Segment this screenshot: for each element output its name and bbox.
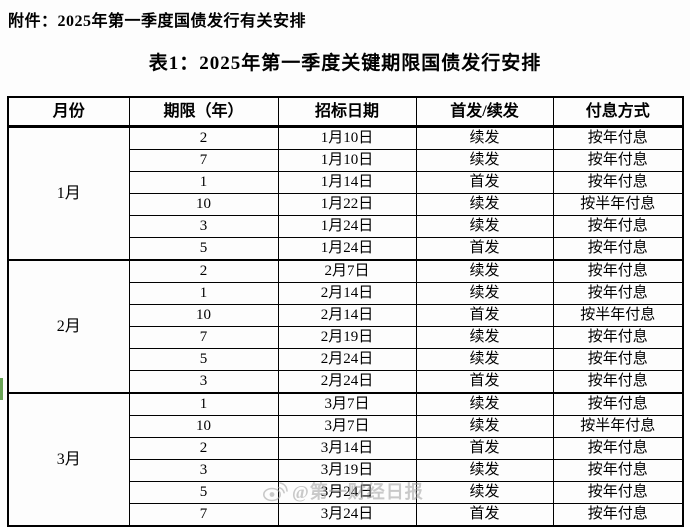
- table-row: 3 1月24日 续发 按年付息: [8, 215, 684, 238]
- header-month: 月份: [7, 96, 130, 128]
- tender-date-cell: 3月24日: [277, 503, 417, 527]
- green-selection-artifact: [0, 378, 3, 400]
- tender-date-cell: 2月14日: [277, 282, 417, 305]
- header-tender-date: 招标日期: [277, 96, 417, 128]
- tender-date-cell: 3月14日: [277, 437, 417, 460]
- tender-date-cell: 3月7日: [277, 392, 417, 416]
- payment-method-cell: 按年付息: [552, 125, 684, 150]
- payment-method-cell: 按年付息: [552, 370, 684, 394]
- term-cell: 5: [128, 481, 279, 504]
- term-cell: 5: [128, 237, 279, 261]
- tender-date-cell: 3月24日: [277, 481, 417, 504]
- issue-type-cell: 首发: [415, 503, 554, 527]
- payment-method-cell: 按年付息: [552, 437, 684, 460]
- issue-type-cell: 续发: [415, 415, 554, 438]
- table-row: 3月 1 3月7日 续发 按年付息: [7, 392, 684, 527]
- table-row: 5 3月24日 续发 按年付息: [8, 481, 684, 504]
- issue-type-cell: 续发: [415, 259, 554, 283]
- header-payment-method: 付息方式: [552, 96, 684, 128]
- term-cell: 3: [128, 370, 279, 394]
- payment-method-cell: 按年付息: [552, 481, 684, 504]
- table-row: 3 2月24日 首发 按年付息: [8, 370, 684, 394]
- payment-method-cell: 按年付息: [552, 171, 684, 194]
- issue-type-cell: 续发: [415, 392, 554, 416]
- term-cell: 3: [128, 215, 279, 238]
- tender-date-cell: 1月10日: [277, 149, 417, 172]
- table-row: 1 2月14日 续发 按年付息: [8, 282, 684, 305]
- issue-type-cell: 续发: [415, 348, 554, 371]
- issue-type-cell: 续发: [415, 193, 554, 216]
- tender-date-cell: 1月22日: [277, 193, 417, 216]
- table-row: 1月 2 1月10日 续发 按年付息: [7, 125, 684, 261]
- tender-date-cell: 1月24日: [277, 237, 417, 261]
- issue-type-cell: 首发: [415, 171, 554, 194]
- table-row: 5 2月24日 续发 按年付息: [8, 348, 684, 371]
- payment-method-cell: 按半年付息: [552, 193, 684, 216]
- payment-method-cell: 按年付息: [552, 348, 684, 371]
- payment-method-cell: 按年付息: [552, 503, 684, 527]
- term-cell: 2: [128, 125, 279, 150]
- tender-date-cell: 2月19日: [277, 326, 417, 349]
- table-row: 1 1月14日 首发 按年付息: [8, 171, 684, 194]
- payment-method-cell: 按年付息: [552, 259, 684, 283]
- issue-type-cell: 首发: [415, 304, 554, 327]
- term-cell: 7: [128, 503, 279, 527]
- term-cell: 10: [128, 193, 279, 216]
- table-row: 3 3月19日 续发 按年付息: [8, 459, 684, 482]
- payment-method-cell: 按年付息: [552, 215, 684, 238]
- month-cell: 2月: [7, 259, 130, 394]
- term-cell: 7: [128, 326, 279, 349]
- payment-method-cell: 按半年付息: [552, 304, 684, 327]
- payment-method-cell: 按年付息: [552, 392, 684, 416]
- header-term-years: 期限（年）: [128, 96, 279, 128]
- month-cell: 3月: [7, 392, 130, 527]
- term-cell: 7: [128, 149, 279, 172]
- tender-date-cell: 2月14日: [277, 304, 417, 327]
- table-header-row: 月份 期限（年） 招标日期 首发/续发 付息方式: [7, 96, 684, 128]
- term-cell: 1: [128, 282, 279, 305]
- table-row: 2月 2 2月7日 续发 按年付息: [7, 259, 684, 394]
- term-cell: 10: [128, 304, 279, 327]
- payment-method-cell: 按年付息: [552, 149, 684, 172]
- payment-method-cell: 按半年付息: [552, 415, 684, 438]
- tender-date-cell: 2月7日: [277, 259, 417, 283]
- issue-type-cell: 续发: [415, 481, 554, 504]
- term-cell: 2: [128, 437, 279, 460]
- term-cell: 1: [128, 171, 279, 194]
- tender-date-cell: 1月10日: [277, 125, 417, 150]
- term-cell: 1: [128, 392, 279, 416]
- payment-method-cell: 按年付息: [552, 326, 684, 349]
- tender-date-cell: 2月24日: [277, 370, 417, 394]
- tender-date-cell: 3月7日: [277, 415, 417, 438]
- term-cell: 2: [128, 259, 279, 283]
- table-row: 2 3月14日 首发 按年付息: [8, 437, 684, 460]
- attachment-title: 附件：2025年第一季度国债发行有关安排: [8, 13, 307, 30]
- tender-date-cell: 1月24日: [277, 215, 417, 238]
- issue-type-cell: 首发: [415, 437, 554, 460]
- tender-date-cell: 1月14日: [277, 171, 417, 194]
- tender-date-cell: 3月19日: [277, 459, 417, 482]
- term-cell: 5: [128, 348, 279, 371]
- table-row: 10 2月14日 首发 按半年付息: [8, 304, 684, 327]
- payment-method-cell: 按年付息: [552, 459, 684, 482]
- issue-type-cell: 续发: [415, 125, 554, 150]
- issue-type-cell: 续发: [415, 459, 554, 482]
- table-row: 10 3月7日 续发 按半年付息: [8, 415, 684, 438]
- month-cell: 1月: [7, 125, 130, 261]
- header-issue-type: 首发/续发: [415, 96, 554, 128]
- issue-type-cell: 续发: [415, 326, 554, 349]
- tender-date-cell: 2月24日: [277, 348, 417, 371]
- table-row: 7 2月19日 续发 按年付息: [8, 326, 684, 349]
- term-cell: 10: [128, 415, 279, 438]
- payment-method-cell: 按年付息: [552, 237, 684, 261]
- term-cell: 3: [128, 459, 279, 482]
- issue-type-cell: 首发: [415, 237, 554, 261]
- table-title: 表1：2025年第一季度关键期限国债发行安排: [148, 53, 542, 74]
- issue-type-cell: 续发: [415, 282, 554, 305]
- issue-type-cell: 续发: [415, 149, 554, 172]
- bond-issuance-table: 月份 期限（年） 招标日期 首发/续发 付息方式 1月 2 1月10日 续发 按年付息 7…: [7, 96, 684, 527]
- payment-method-cell: 按年付息: [552, 282, 684, 305]
- issue-type-cell: 续发: [415, 215, 554, 238]
- issue-type-cell: 首发: [415, 370, 554, 394]
